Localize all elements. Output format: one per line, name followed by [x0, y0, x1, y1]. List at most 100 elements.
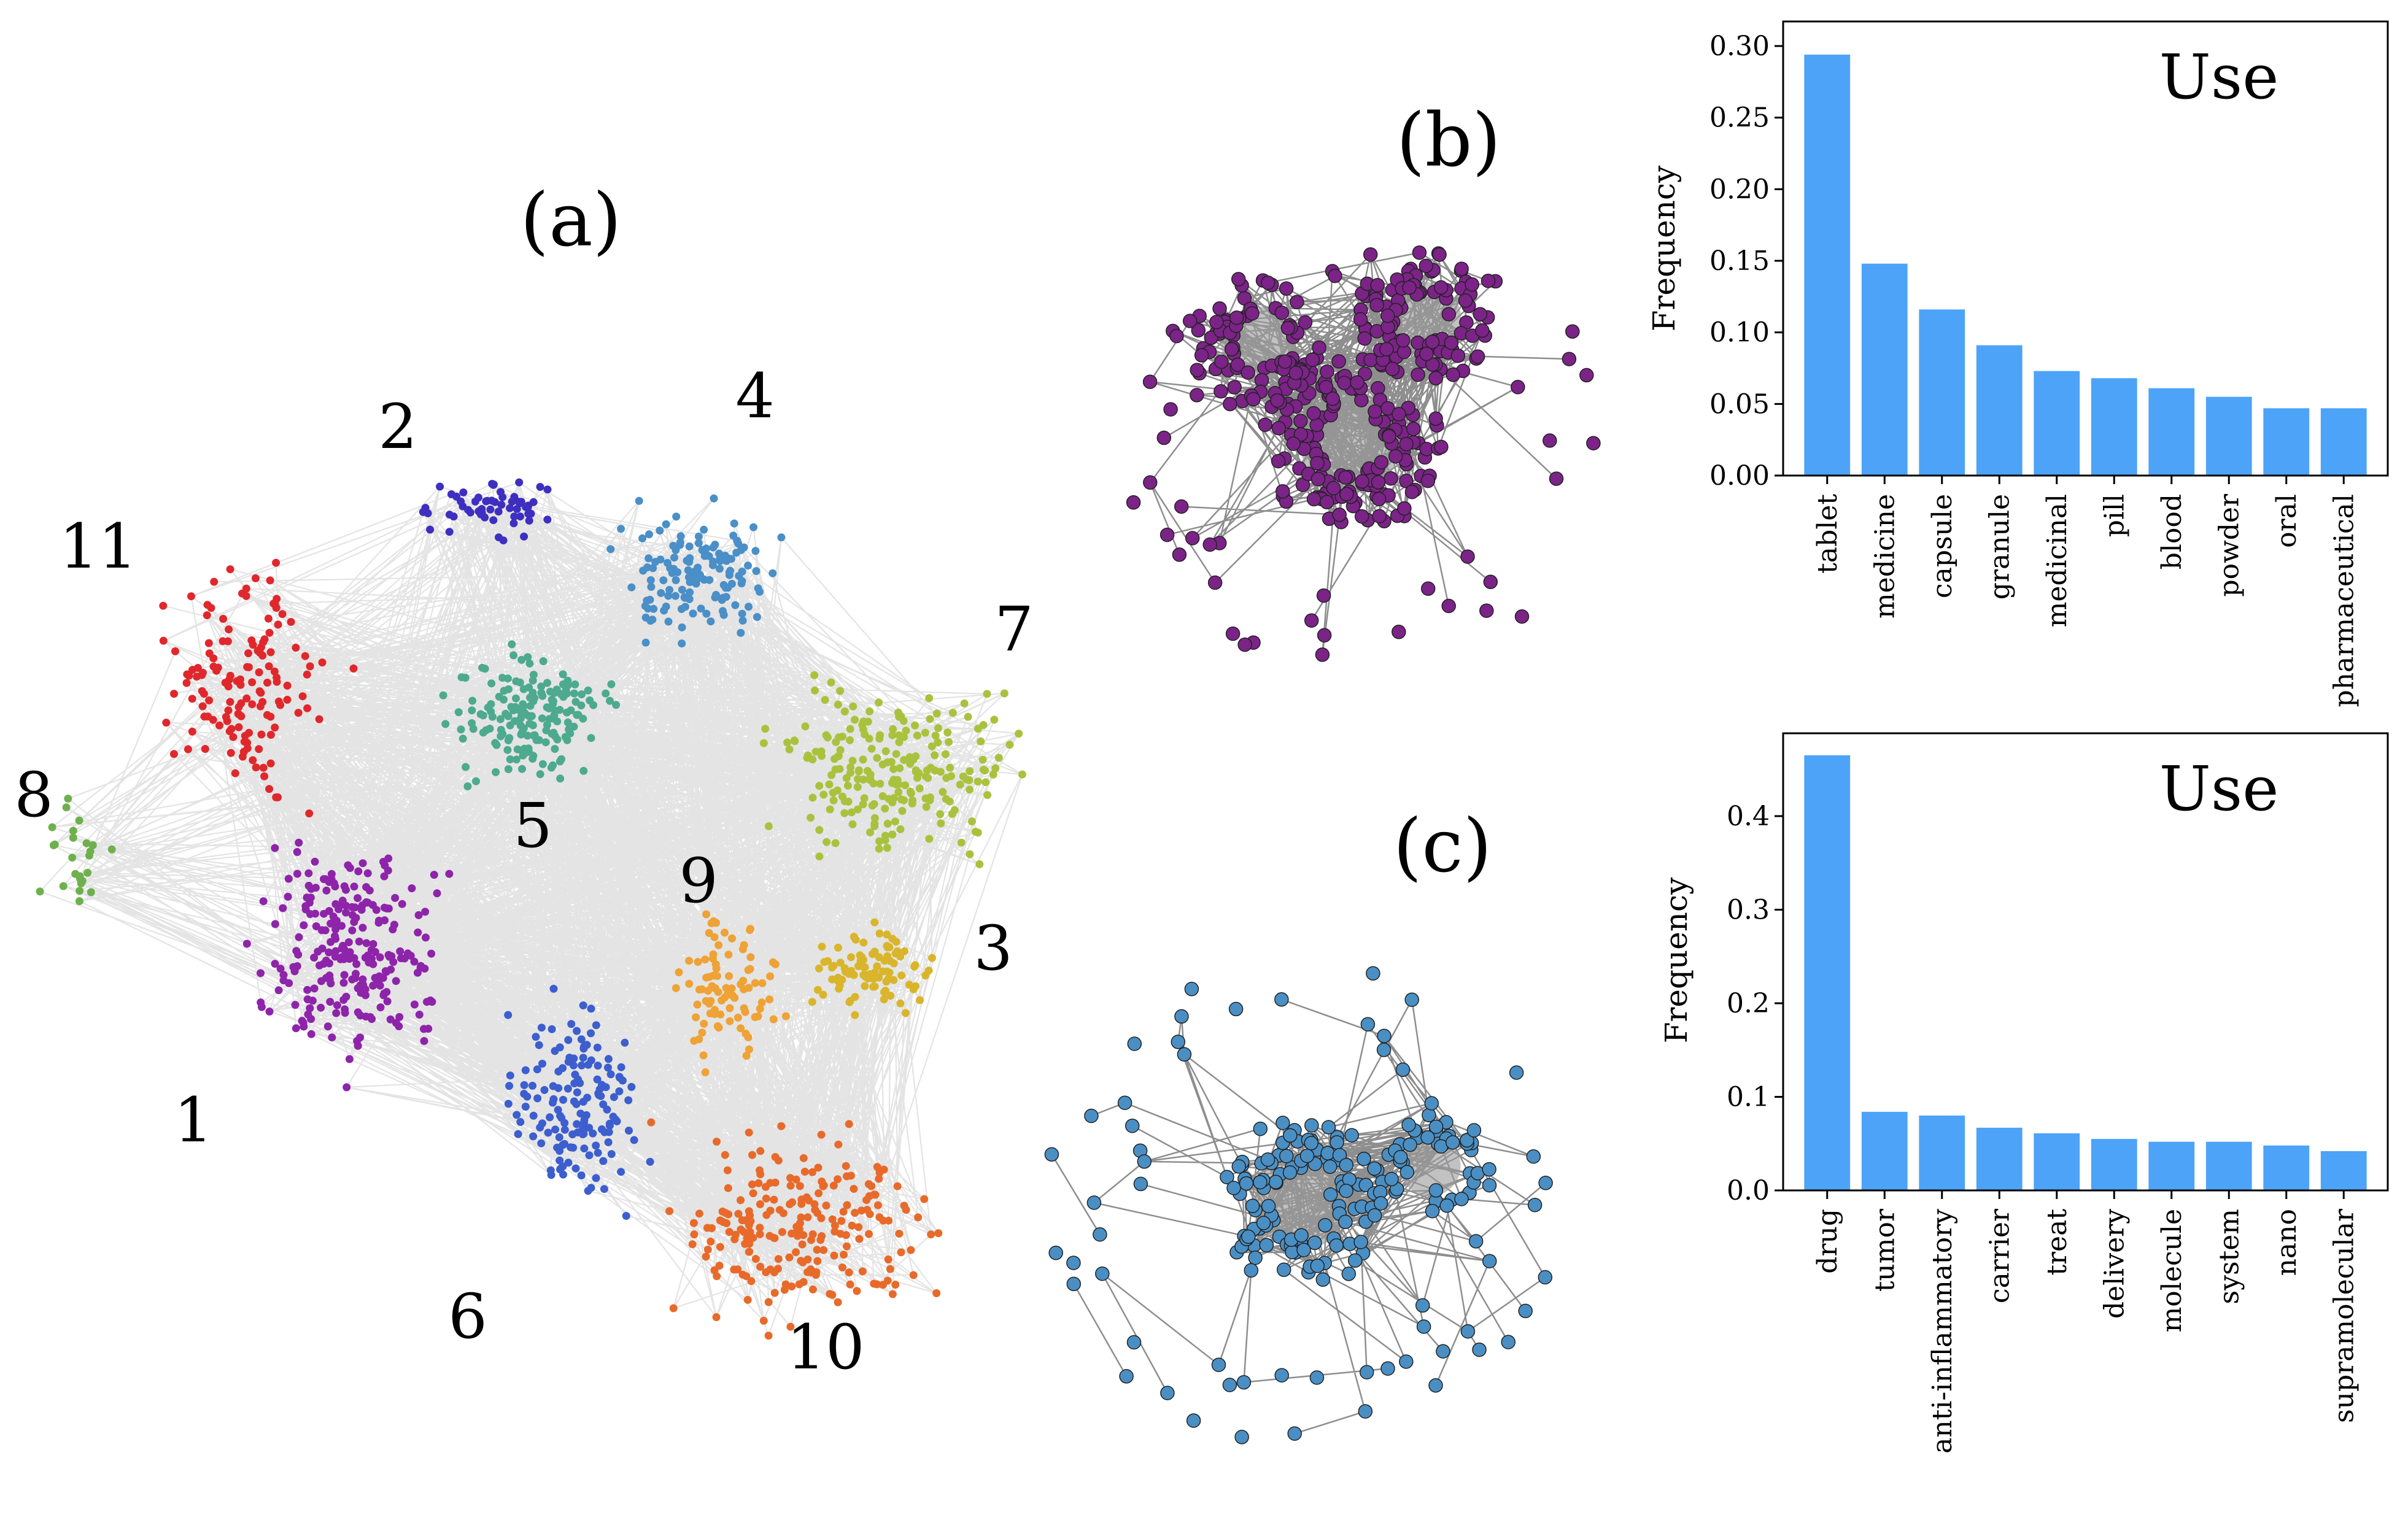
network-b-node: [1433, 280, 1449, 295]
network-a-node-cluster-1: [327, 979, 335, 988]
network-c-node: [1403, 1137, 1417, 1152]
network-a-node-cluster-6: [592, 1021, 600, 1030]
network-a-node-cluster-4: [751, 547, 760, 555]
network-b-node: [1261, 275, 1276, 290]
network-b-node: [1328, 268, 1342, 283]
network-a-node-cluster-10: [819, 1182, 827, 1190]
network-a-node-cluster-4: [645, 530, 653, 539]
network-a-node-cluster-11: [248, 678, 257, 687]
network-a-node-cluster-4: [715, 565, 724, 573]
network-a-node-cluster-9: [702, 997, 710, 1005]
chart-top-x-tick-label: pharmaceutical: [2328, 494, 2360, 707]
network-a-node-cluster-1: [358, 923, 367, 932]
chart-top-x-tick-label: tablet: [1812, 494, 1843, 574]
network-b-node: [1318, 380, 1334, 395]
network-b-node: [1169, 328, 1184, 344]
network-a-node-cluster-7: [911, 721, 919, 730]
network-a-node-cluster-9: [714, 941, 723, 949]
network-a-node-cluster-3: [902, 1009, 910, 1017]
network-a-node-cluster-1: [332, 917, 341, 925]
network-b-node: [1425, 334, 1440, 349]
panel-c-label: (c): [1393, 804, 1492, 889]
network-b-node: [1374, 455, 1389, 470]
network-a-node-cluster-7: [966, 767, 974, 776]
network-a-node-cluster-3: [886, 992, 895, 1000]
network-c-node: [1315, 1272, 1331, 1287]
network-c-node: [1276, 1116, 1290, 1130]
network-a-node-cluster-1: [279, 976, 288, 985]
network-a-node-cluster-5: [541, 738, 550, 747]
network-a-node-cluster-5: [537, 682, 546, 691]
chart-top-x-tick-label: oral: [2271, 494, 2302, 548]
network-a-node-cluster-7: [819, 790, 828, 799]
network-a-node-cluster-6: [627, 1082, 636, 1091]
network-b-node: [1446, 367, 1460, 382]
network-a-nodes: [36, 478, 1026, 1340]
network-a-node-cluster-5: [519, 724, 528, 733]
network-a-node-cluster-10: [837, 1217, 846, 1225]
network-a-node-cluster-6: [554, 1084, 563, 1092]
network-a-node-cluster-1: [384, 854, 393, 863]
network-c-node: [1339, 1183, 1353, 1198]
network-c-node: [1393, 1149, 1408, 1165]
network-a-node-cluster-6: [544, 1128, 552, 1137]
network-a-node-cluster-4: [635, 496, 643, 505]
network-c-node: [1309, 1370, 1325, 1385]
network-a-node-cluster-8: [59, 882, 68, 890]
network-a-node-cluster-1: [259, 897, 268, 906]
network-a-node-cluster-4: [646, 595, 654, 604]
network-b-node: [1143, 475, 1158, 490]
network-a-node-cluster-11: [257, 688, 265, 697]
network-c-node: [1086, 1195, 1102, 1210]
network-c-node: [1323, 1159, 1338, 1174]
network-a-node-cluster-1: [415, 1011, 424, 1019]
network-a-node-cluster-9: [758, 979, 767, 987]
network-a-node-cluster-7: [847, 808, 856, 817]
network-a-node-cluster-7: [834, 752, 842, 760]
network-a-node-cluster-7: [907, 789, 915, 798]
network-a-node-cluster-1: [271, 960, 279, 968]
network-a-node-cluster-11: [219, 637, 227, 646]
network-a-node-cluster-7: [829, 796, 838, 804]
network-a-node-cluster-10: [781, 1280, 790, 1289]
chart-bottom-x-tick-label: system: [2213, 1209, 2245, 1304]
network-a-node-cluster-11: [238, 752, 247, 761]
network-a-node-cluster-3: [873, 962, 881, 971]
network-a-node-cluster-7: [931, 751, 939, 760]
network-a-node-cluster-6: [574, 1075, 583, 1084]
network-a-node-cluster-6: [540, 1085, 549, 1094]
network-a-node-cluster-10: [713, 1138, 721, 1146]
network-a-node-cluster-1: [342, 908, 350, 917]
network-a-node-cluster-7: [936, 810, 945, 819]
network-a-node-cluster-11: [256, 702, 265, 711]
network-a-node-cluster-11: [229, 733, 238, 741]
network-a-node-cluster-10: [808, 1168, 816, 1176]
network-a-node-cluster-10: [690, 1230, 699, 1239]
network-a-node-cluster-6: [514, 1130, 522, 1138]
network-a-node-cluster-4: [731, 601, 740, 609]
network-a-node-cluster-1: [430, 871, 438, 879]
chart-bottom-bar-molecule: [2148, 1141, 2195, 1190]
network-a-node-cluster-1: [374, 978, 382, 987]
network-a-node-cluster-10: [798, 1240, 807, 1249]
network-a-node-cluster-1: [392, 977, 400, 985]
network-a-node-cluster-1: [295, 838, 303, 847]
network-a-node-cluster-1: [279, 971, 288, 979]
network-b-node: [1419, 346, 1434, 361]
network-a-node-cluster-4: [647, 582, 656, 591]
network-b-node: [1319, 495, 1334, 510]
network-a-node-cluster-8: [69, 827, 77, 835]
network-b-node: [1174, 499, 1189, 514]
network-b-node: [1420, 473, 1436, 488]
network-c-node: [1160, 1386, 1175, 1400]
network-a-node-cluster-1: [292, 1024, 300, 1033]
network-a-node-cluster-6: [585, 1151, 594, 1160]
network-a-node-cluster-7: [827, 771, 836, 779]
network-a-node-cluster-10: [774, 1255, 783, 1263]
network-a-node-cluster-5: [459, 735, 467, 743]
network-a-node-cluster-5: [454, 708, 463, 717]
network-a-node-cluster-11: [234, 703, 243, 711]
network-a-node-cluster-9: [771, 960, 780, 968]
network-a-node-cluster-10: [873, 1163, 881, 1171]
network-c-node: [1299, 1148, 1315, 1163]
